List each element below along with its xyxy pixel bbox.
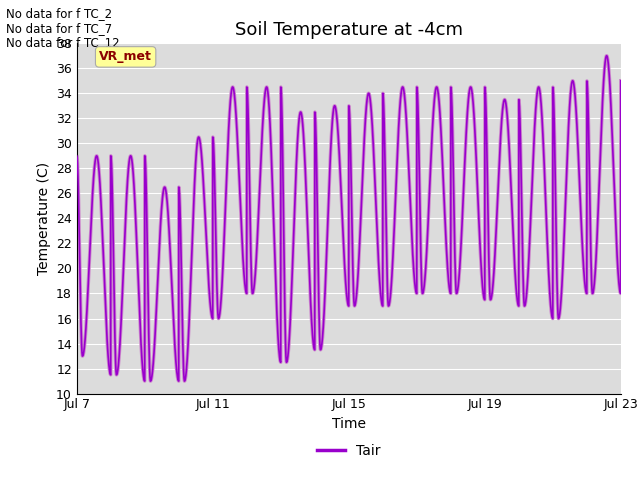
Text: No data for f TC_12: No data for f TC_12 <box>6 36 120 49</box>
Title: Soil Temperature at -4cm: Soil Temperature at -4cm <box>235 21 463 39</box>
Text: No data for f TC_2: No data for f TC_2 <box>6 7 113 20</box>
Legend: Tair: Tair <box>312 439 386 464</box>
Y-axis label: Temperature (C): Temperature (C) <box>36 162 51 275</box>
Text: VR_met: VR_met <box>99 50 152 63</box>
X-axis label: Time: Time <box>332 417 366 431</box>
Text: No data for f TC_7: No data for f TC_7 <box>6 22 113 35</box>
